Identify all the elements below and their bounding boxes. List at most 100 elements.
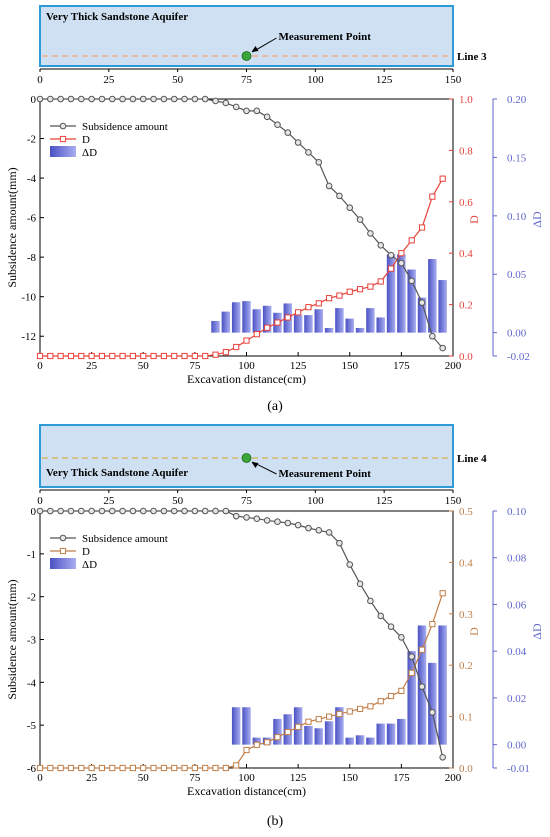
- subsidence-point: [57, 507, 64, 515]
- d-point: [119, 352, 126, 360]
- subsidence-point: [232, 512, 240, 520]
- subsidence-point: [201, 95, 209, 103]
- left-tick-label: -10: [21, 292, 36, 304]
- schematic-tick-label: 150: [445, 495, 462, 507]
- schematic-tick-label: 100: [307, 495, 324, 507]
- delta-d-bar: [335, 308, 344, 333]
- delta-d-bar: [304, 315, 313, 333]
- delta-d-bar: [417, 297, 427, 333]
- d-point: [356, 286, 364, 293]
- d-point: [439, 590, 446, 597]
- subsidence-point: [108, 507, 116, 515]
- subsidence-line: [40, 510, 444, 758]
- d-point: [191, 764, 198, 772]
- d-point: [326, 295, 333, 302]
- delta-d-bar: [407, 651, 416, 745]
- d-point: [88, 764, 95, 772]
- d-point: [78, 352, 85, 360]
- subsidence-point: [408, 653, 416, 660]
- d-point: [88, 352, 95, 360]
- subsidence-point: [222, 99, 230, 107]
- d-point: [129, 764, 137, 772]
- delta-d-tick-label: 0.04: [507, 646, 527, 658]
- subsidence-point: [191, 507, 199, 515]
- left-tick-label: -5: [27, 720, 37, 732]
- delta-d-tick-label: 0.10: [507, 211, 527, 223]
- x-tick-label: 50: [138, 360, 150, 372]
- subsidence-point: [108, 95, 116, 103]
- delta-d-tick-label: -0.02: [507, 351, 530, 363]
- d-point: [264, 739, 271, 746]
- d-point: [253, 331, 260, 338]
- legend-label: D: [82, 134, 90, 146]
- delta-d-bar: [397, 254, 406, 333]
- delta-d-bar: [262, 305, 272, 333]
- schematic-tick-label: 75: [241, 74, 253, 86]
- left-axis-title: Subsidence amount(mm): [5, 579, 19, 699]
- d-point: [98, 764, 106, 772]
- left-tick-label: -8: [27, 252, 37, 264]
- schematic-tick-label: 125: [376, 495, 393, 507]
- subsidence-point: [36, 507, 44, 515]
- schematic-tick-label: 50: [172, 495, 184, 507]
- subsidence-point: [232, 103, 240, 111]
- delta-d-axis-title: ΔD: [530, 623, 544, 640]
- x-axis-title: Excavation distance(cm): [187, 784, 306, 798]
- d-axis-title: D: [467, 627, 481, 636]
- delta-d-tick-label: 0.10: [507, 506, 527, 518]
- d-point: [356, 705, 364, 712]
- x-tick-label: 175: [393, 360, 410, 372]
- main-plot: 0 25 50 75 100 125 150 175 200 Excavation distanc…: [5, 506, 544, 798]
- subsidence-point: [274, 121, 281, 128]
- d-point: [346, 288, 353, 295]
- measurement-point: [241, 453, 252, 463]
- schematic-tick-label: 25: [103, 74, 115, 86]
- schematic-tick-label: 25: [103, 495, 115, 507]
- subsidence-point: [98, 95, 106, 103]
- d-point: [171, 764, 178, 772]
- subsidence-point: [78, 95, 85, 103]
- delta-d-bar: [242, 707, 251, 745]
- delta-d-bar: [252, 737, 262, 745]
- delta-d-bar: [438, 280, 447, 333]
- d-point: [274, 319, 281, 326]
- d-point: [98, 352, 106, 360]
- subsidence-point: [67, 507, 75, 515]
- d-point: [47, 764, 54, 772]
- d-tick-label: 0.5: [459, 506, 473, 518]
- d-point: [418, 224, 426, 231]
- delta-d-bar: [242, 301, 251, 333]
- d-point: [181, 764, 188, 772]
- delta-d-tick-label: 0.08: [507, 553, 527, 565]
- subsidence-point: [160, 95, 168, 103]
- d-tick-label: 1.0: [459, 94, 473, 106]
- subsidence-point: [439, 753, 446, 761]
- schematic-tick-label: 0: [37, 74, 43, 86]
- left-tick-label: -12: [21, 331, 36, 343]
- legend-d-marker: [59, 135, 67, 143]
- delta-d-bar: [407, 269, 416, 333]
- x-tick-label: 75: [189, 772, 201, 784]
- delta-d-bar: [211, 320, 220, 333]
- legend-delta-d-swatch: [50, 558, 76, 569]
- d-point: [398, 250, 405, 257]
- d-point: [387, 692, 395, 700]
- aquifer-schematic: Line 4 Very Thick Sandstone Aquifer Measur…: [37, 424, 487, 507]
- delta-d-bar: [324, 721, 334, 745]
- subsidence-point: [284, 129, 292, 136]
- d-point: [47, 352, 54, 360]
- delta-d-bar: [438, 625, 447, 745]
- legend-label: ΔD: [82, 559, 97, 571]
- subsidence-point: [356, 580, 364, 588]
- left-tick-label: -2: [27, 134, 36, 146]
- delta-d-bar: [304, 725, 313, 745]
- legend-d-marker: [59, 547, 67, 555]
- subsidence-point: [67, 95, 75, 103]
- d-point: [336, 710, 343, 718]
- d-point: [305, 718, 312, 725]
- d-line: [40, 178, 444, 357]
- measurement-arrowhead: [251, 46, 259, 52]
- measurement-arrowhead: [251, 462, 259, 468]
- d-point: [160, 352, 168, 360]
